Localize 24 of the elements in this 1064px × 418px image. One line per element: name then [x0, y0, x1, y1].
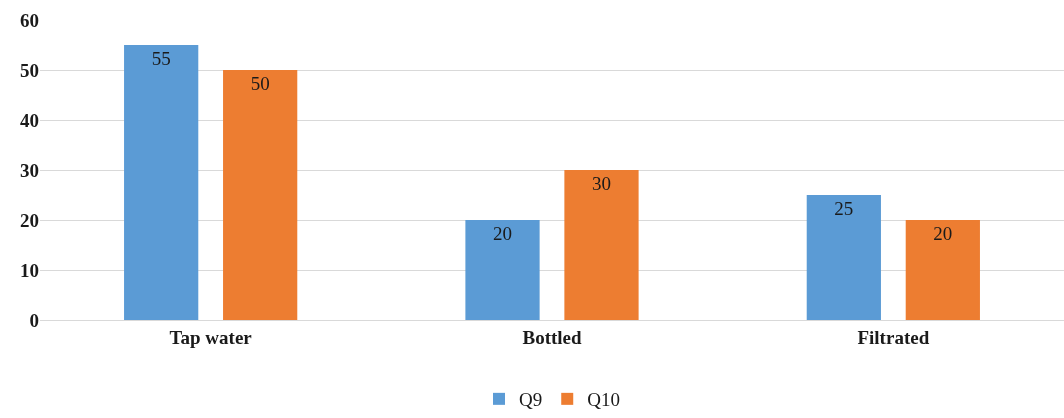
- y-tick-label: 10: [20, 259, 39, 281]
- x-tick-label: Tap water: [169, 326, 253, 348]
- x-tick-label: Filtrated: [857, 326, 930, 348]
- bar: [905, 220, 980, 320]
- bar: [465, 220, 540, 320]
- y-tick-label: 50: [20, 59, 39, 81]
- data-label: 30: [591, 173, 611, 194]
- data-label: 20: [933, 223, 953, 244]
- x-tick-label: Bottled: [522, 326, 582, 348]
- data-label: 20: [493, 223, 513, 244]
- data-label: 50: [250, 73, 270, 94]
- y-tick-label: 20: [20, 209, 39, 231]
- legend-label: Q9: [519, 389, 543, 411]
- legend-label: Q10: [587, 389, 620, 411]
- bar: [124, 45, 199, 320]
- y-tick-label: 60: [20, 9, 39, 31]
- y-tick-label: 40: [20, 109, 39, 131]
- bar: [806, 195, 881, 320]
- bar: [564, 170, 639, 320]
- data-label: 25: [834, 198, 854, 219]
- data-label: 55: [151, 48, 171, 69]
- y-tick-label: 30: [20, 159, 39, 181]
- bar: [223, 70, 298, 320]
- y-tick-label: 0: [29, 309, 39, 331]
